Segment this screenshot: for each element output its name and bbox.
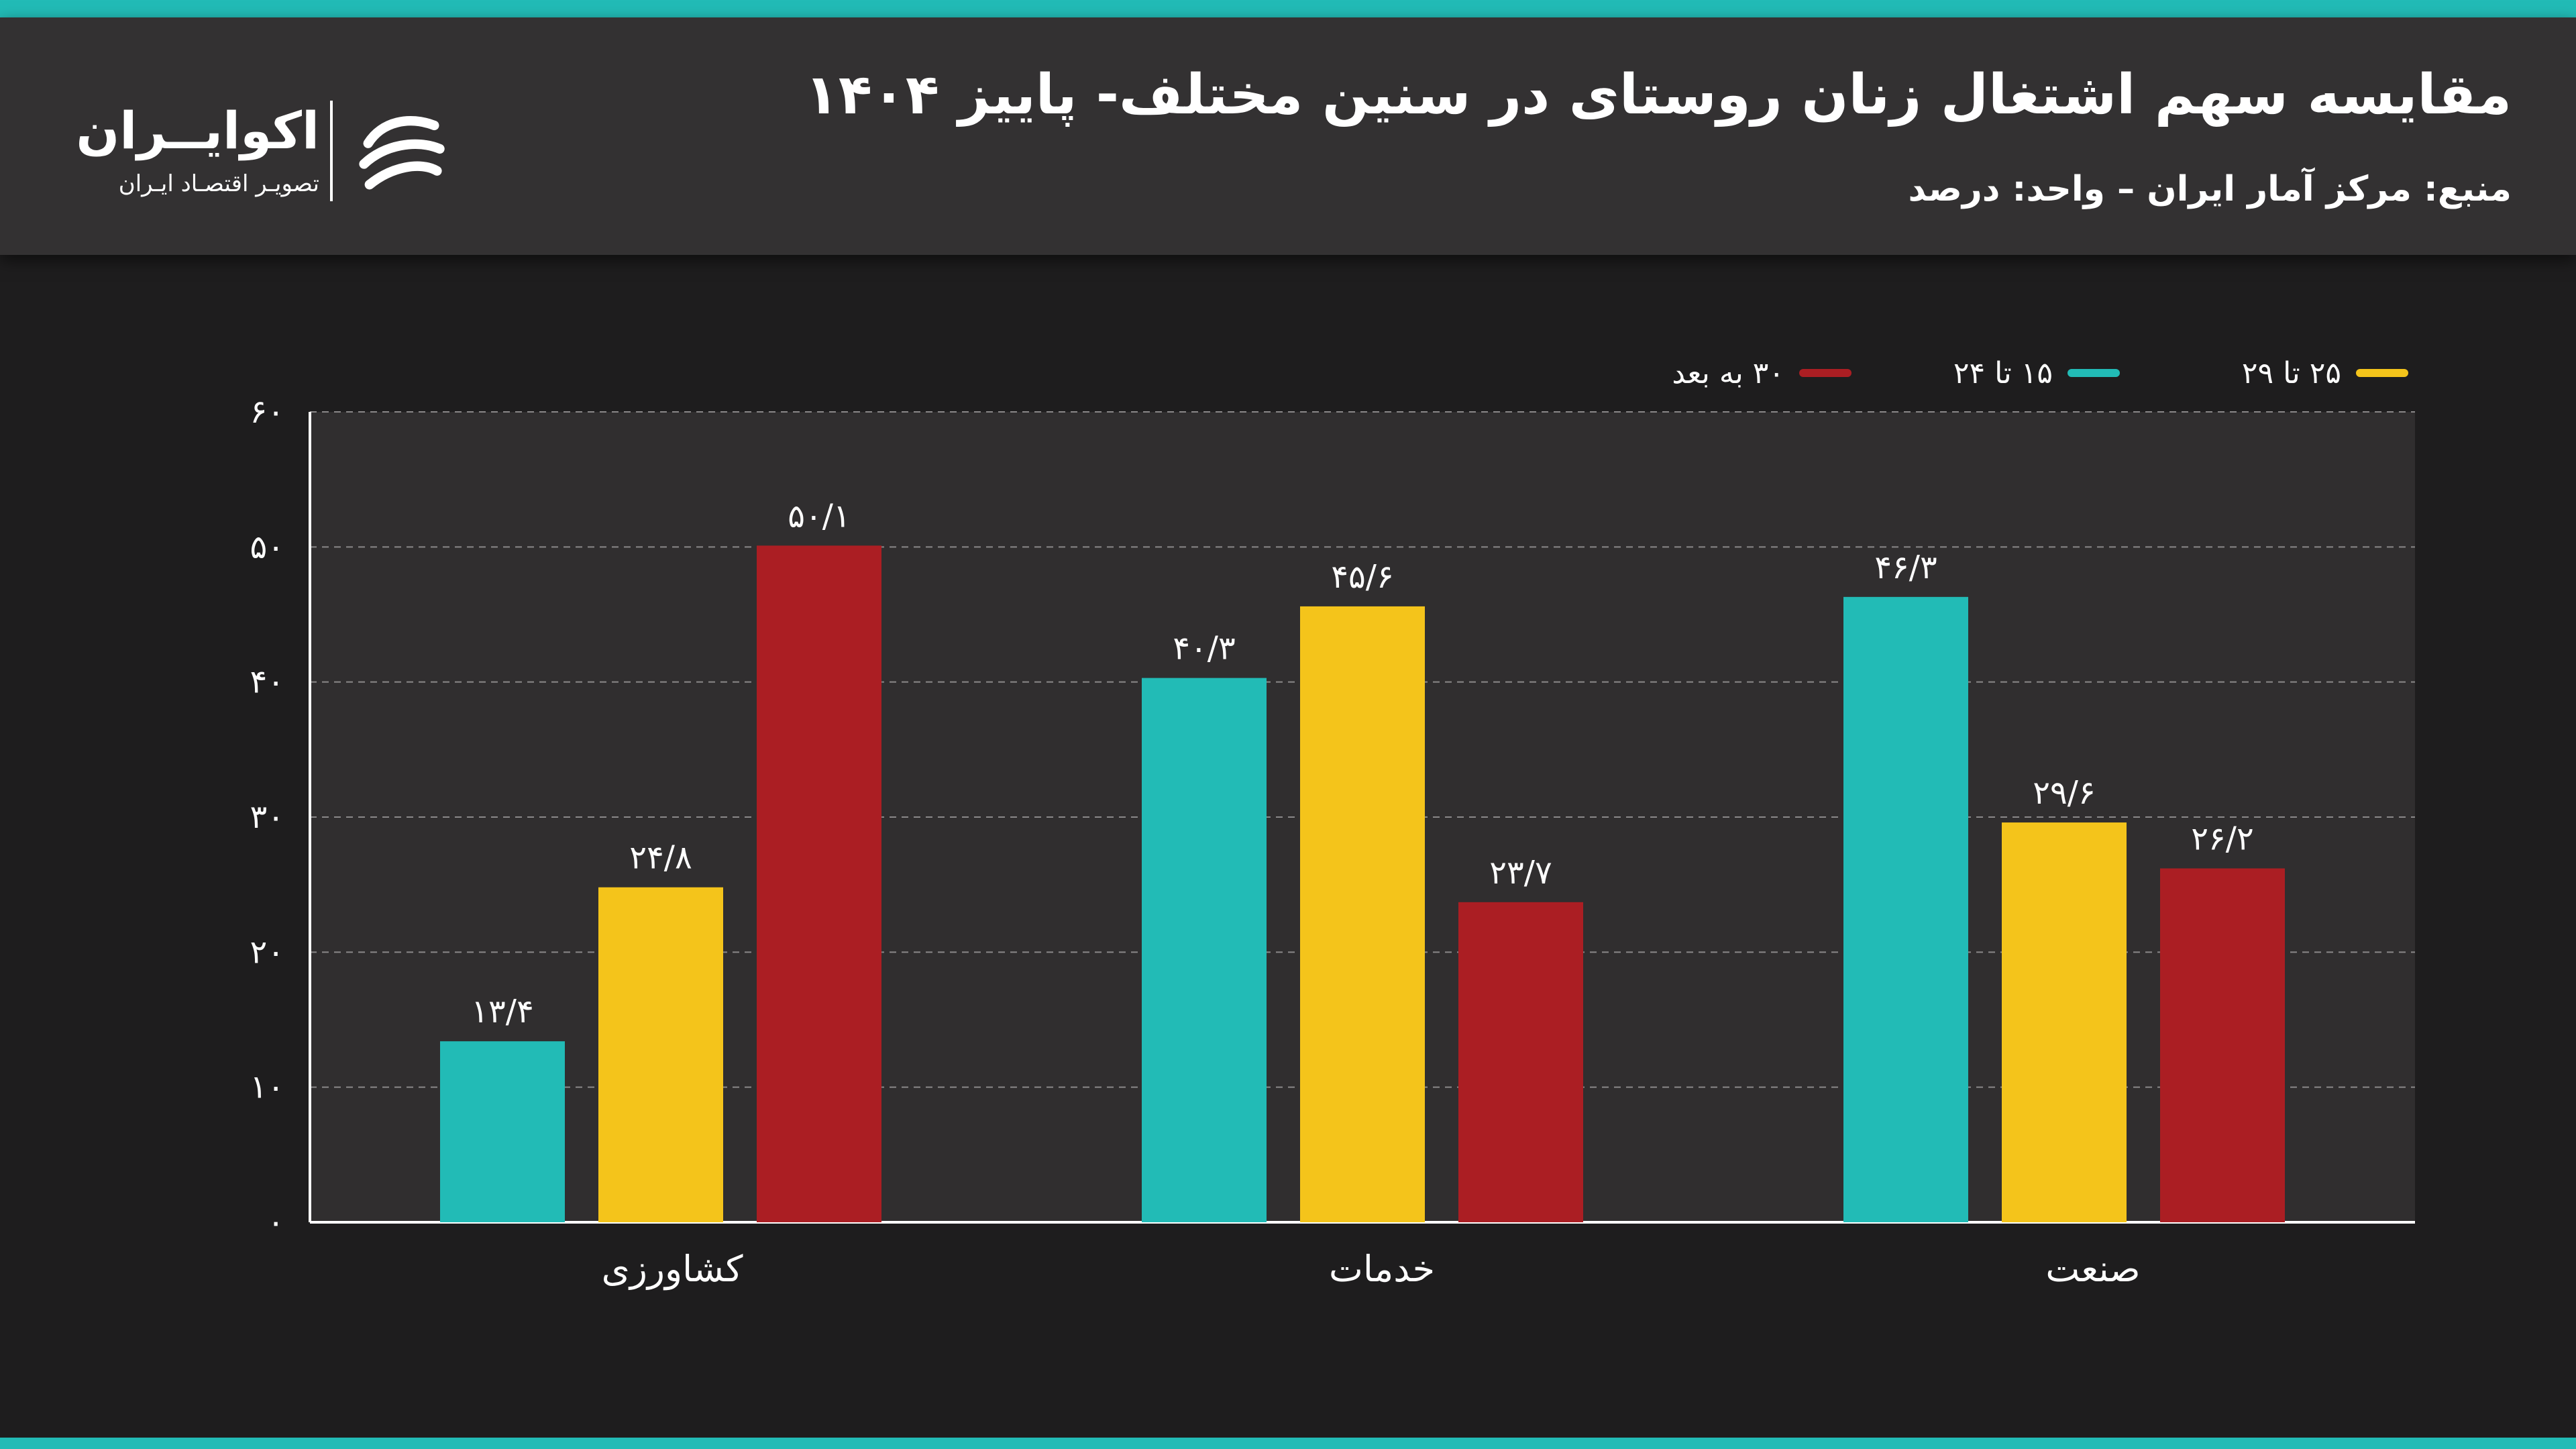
brand-mark-icon — [359, 116, 445, 190]
bar-value-label: ۲۳/۷ — [1489, 854, 1552, 892]
legend-swatch-teal — [2068, 369, 2120, 377]
y-tick-label: ۵۰ — [250, 528, 284, 566]
y-tick-label: ۰ — [267, 1203, 284, 1241]
legend-label: ۳۰ به بعد — [1672, 356, 1784, 390]
bar — [440, 1041, 565, 1222]
bar-value-label: ۴۰/۳ — [1173, 630, 1236, 667]
bar-value-label: ۵۰/۱ — [788, 497, 851, 535]
bar-value-label: ۱۳/۴ — [471, 993, 534, 1030]
logo-name: اکوایــران — [76, 101, 319, 160]
top-accent-stripe — [0, 0, 2576, 17]
legend-swatch-red — [1799, 369, 1851, 377]
logo-tagline: تصویـر اقتصـاد ایـران — [118, 170, 319, 197]
y-tick-label: ۳۰ — [250, 798, 284, 836]
bar-value-label: ۴۶/۳ — [1874, 549, 1937, 586]
category-label-services: خدمات — [1329, 1248, 1435, 1290]
category-label-industry: صنعت — [2045, 1248, 2141, 1290]
logo-divider — [330, 101, 333, 201]
chart-subtitle: منبع: مرکز آمار ایران – واحد: درصد — [1908, 169, 2512, 209]
legend-item-15-24: ۱۵ تا ۲۴ — [1953, 353, 2120, 393]
header: مقایسه سهم اشتغال زنان روستای در سنین مخ… — [0, 17, 2576, 255]
legend-label: ۲۵ تا ۲۹ — [2241, 356, 2341, 390]
y-tick-label: ۱۰ — [250, 1069, 284, 1106]
bar — [2160, 868, 2285, 1222]
bar — [757, 545, 881, 1222]
category-label-agriculture: کشاورزی — [601, 1248, 743, 1290]
y-tick-label: ۴۰ — [250, 663, 284, 701]
legend-label: ۱۵ تا ۲۴ — [1953, 356, 2053, 390]
chart-title: مقایسه سهم اشتغال زنان روستای در سنین مخ… — [804, 63, 2512, 127]
legend-swatch-yellow — [2356, 369, 2408, 377]
bottom-accent-stripe — [0, 1438, 2576, 1449]
bar — [598, 887, 723, 1222]
bar — [1458, 902, 1583, 1222]
bar-value-label: ۲۴/۸ — [629, 839, 692, 877]
bar-value-label: ۲۶/۲ — [2191, 820, 2254, 858]
bar — [1843, 596, 1968, 1222]
bar — [1142, 678, 1267, 1222]
bar-value-label: ۴۵/۶ — [1331, 558, 1394, 596]
bar-value-label: ۲۹/۶ — [2033, 774, 2096, 812]
bar — [2002, 822, 2127, 1222]
brand-logo: اکوایــران تصویـر اقتصـاد ایـران — [76, 91, 467, 212]
bar — [1300, 606, 1425, 1222]
y-tick-label: ۶۰ — [250, 393, 284, 431]
legend-item-30-plus: ۳۰ به بعد — [1672, 353, 1851, 393]
y-tick-label: ۲۰ — [250, 933, 284, 971]
legend-item-25-29: ۲۵ تا ۲۹ — [2242, 353, 2408, 393]
